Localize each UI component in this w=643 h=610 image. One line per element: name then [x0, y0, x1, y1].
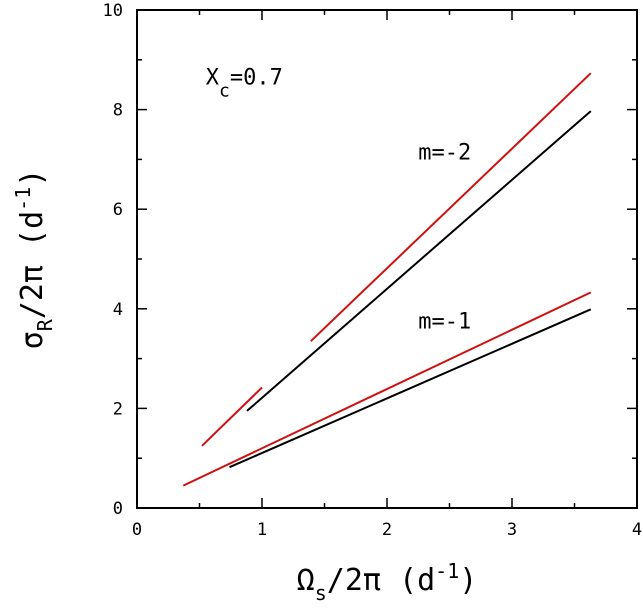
- y-tick-label: 8: [113, 101, 123, 121]
- x-tick-label: 2: [382, 520, 392, 540]
- x-tick-label: 3: [507, 520, 517, 540]
- annotation-m1: m=-1: [418, 310, 471, 335]
- y-tick-label: 10: [103, 1, 123, 21]
- x-tick-label: 0: [132, 520, 142, 540]
- axis-ticks: [136, 9, 638, 509]
- y-tick-label: 2: [113, 399, 123, 419]
- y-tick-label: 4: [113, 300, 123, 320]
- y-tick-label: 0: [113, 499, 123, 519]
- annotation-xc: Xc=0.7: [206, 66, 283, 102]
- series-line-2: [229, 308, 592, 469]
- x-tick-label: 1: [257, 520, 267, 540]
- y-tick-label: 6: [113, 200, 123, 220]
- series-line-5: [246, 110, 592, 412]
- x-axis-title: Ωs/2π (d-1): [297, 559, 478, 605]
- series-line-4: [310, 72, 592, 342]
- y-axis-title: σR/2π (d-1): [11, 169, 57, 350]
- annotations: Xc=0.7 m=-2 m=-1: [206, 66, 471, 335]
- tick-labels: 0 1 2 3 4 0 2 4 6 8 10: [103, 1, 643, 540]
- series-line-1: [182, 291, 592, 487]
- series-layer: [182, 72, 592, 487]
- x-tick-label: 4: [632, 520, 642, 540]
- annotation-m2: m=-2: [418, 140, 471, 165]
- series-line-3: [201, 386, 263, 447]
